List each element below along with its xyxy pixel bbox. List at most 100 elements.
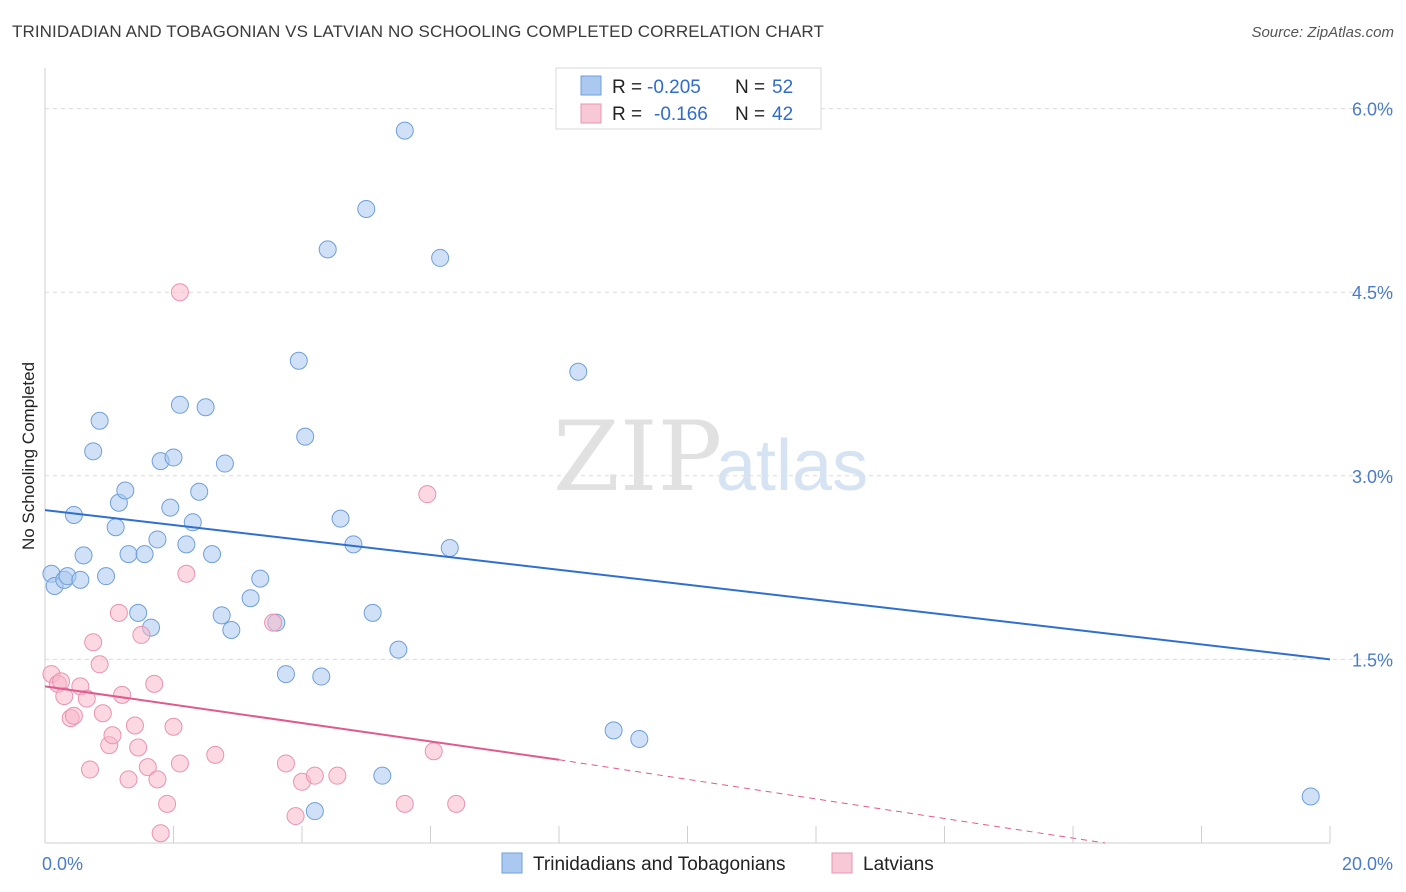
point-1-32 (286, 807, 305, 826)
point-1-39 (447, 794, 466, 813)
legend-r-label-2: R = (612, 104, 642, 125)
point-1-29 (206, 745, 225, 764)
point-0-20 (164, 448, 183, 467)
point-1-11 (93, 704, 112, 723)
bottom-legend: Trinidadians and Tobagonians Latvians (501, 852, 934, 875)
point-1-5 (64, 706, 83, 725)
x-tick-label-1: 20.0% (1342, 854, 1393, 874)
point-1-27 (170, 754, 189, 773)
point-0-24 (190, 482, 209, 501)
chart-title: TRINIDADIAN AND TOBAGONIAN VS LATVIAN NO… (12, 22, 824, 41)
point-0-29 (222, 621, 241, 640)
point-1-28 (177, 564, 196, 583)
point-1-19 (132, 625, 151, 644)
point-1-9 (84, 633, 103, 652)
point-0-13 (119, 545, 138, 564)
legend-swatch-pink (580, 103, 602, 124)
y-tick-label-3: 6.0% (1352, 100, 1393, 120)
point-0-51 (1301, 787, 1320, 806)
point-0-49 (604, 721, 623, 740)
point-0-46 (431, 248, 450, 267)
point-0-5 (71, 570, 90, 589)
point-1-17 (125, 716, 144, 735)
point-1-18 (129, 738, 148, 757)
point-1-10 (90, 655, 109, 674)
point-0-14 (129, 603, 148, 622)
point-0-22 (177, 535, 196, 554)
point-1-37 (418, 485, 437, 504)
point-0-25 (196, 398, 215, 417)
point-0-47 (440, 539, 459, 558)
bottom-legend-label-2: Latvians (863, 854, 934, 875)
point-0-31 (251, 569, 270, 588)
point-1-3 (55, 687, 74, 706)
point-0-27 (212, 606, 231, 625)
point-0-33 (276, 665, 295, 684)
point-1-21 (145, 674, 164, 693)
point-1-25 (164, 717, 183, 736)
legend-swatch-blue (580, 75, 602, 96)
legend-n-label-2: N = (735, 104, 765, 125)
point-1-16 (119, 770, 138, 789)
watermark-zip: ZIP (553, 401, 722, 513)
point-0-43 (373, 766, 392, 785)
point-1-23 (151, 824, 170, 843)
legend-n-value-2: 42 (772, 104, 793, 125)
point-0-26 (203, 545, 222, 564)
point-1-31 (276, 754, 295, 773)
point-0-44 (389, 640, 408, 659)
legend-r-label-1: R = (612, 77, 642, 98)
point-0-34 (289, 351, 308, 370)
trend-line-1 (44, 685, 560, 761)
legend-n-value-1: 52 (772, 77, 793, 98)
bottom-legend-swatch-blue (501, 852, 523, 874)
point-1-13 (103, 726, 122, 745)
point-0-38 (318, 240, 337, 259)
point-0-45 (395, 121, 414, 140)
point-1-38 (424, 742, 443, 761)
point-0-21 (170, 395, 189, 414)
point-0-37 (312, 667, 331, 686)
point-0-50 (630, 729, 649, 748)
point-0-39 (331, 509, 350, 528)
point-1-26 (170, 283, 189, 302)
axis-layer (44, 68, 1331, 844)
grid-layer (45, 108, 1395, 660)
point-1-35 (328, 766, 347, 785)
bottom-legend-swatch-pink (831, 852, 853, 874)
tick-layer: 1.5% 3.0% 4.5% 6.0% 0.0% 20.0% (42, 100, 1393, 874)
point-0-15 (135, 545, 154, 564)
trend-line-0 (44, 509, 1331, 661)
trend-extension-1 (558, 759, 1106, 844)
point-0-17 (148, 530, 167, 549)
y-tick-label-0: 1.5% (1352, 650, 1393, 670)
legend-r-value-2: -0.166 (654, 104, 708, 125)
point-0-28 (215, 454, 234, 473)
point-1-36 (395, 794, 414, 813)
point-0-35 (296, 427, 315, 446)
point-1-24 (158, 794, 177, 813)
point-1-22 (148, 770, 167, 789)
watermark-atlas: atlas (716, 426, 868, 506)
legend-n-label-1: N = (735, 77, 765, 98)
point-0-30 (241, 589, 260, 608)
watermark: ZIP atlas (553, 401, 868, 513)
point-1-30 (264, 613, 283, 632)
trend-layer (44, 509, 1331, 844)
point-0-42 (363, 603, 382, 622)
point-1-7 (77, 689, 96, 708)
legend-r-value-1: -0.205 (647, 77, 701, 98)
y-axis-title: No Schooling Completed (19, 362, 38, 550)
points-layer (42, 121, 1320, 843)
point-0-9 (97, 567, 116, 586)
point-0-12 (116, 481, 135, 500)
x-tick-label-0: 0.0% (42, 854, 83, 874)
chart-source: Source: ZipAtlas.com (1251, 24, 1394, 41)
point-0-6 (74, 546, 93, 565)
y-tick-label-1: 3.0% (1352, 467, 1393, 487)
point-0-41 (357, 199, 376, 218)
point-0-36 (305, 802, 324, 821)
point-1-20 (138, 758, 157, 777)
point-0-10 (106, 518, 125, 537)
